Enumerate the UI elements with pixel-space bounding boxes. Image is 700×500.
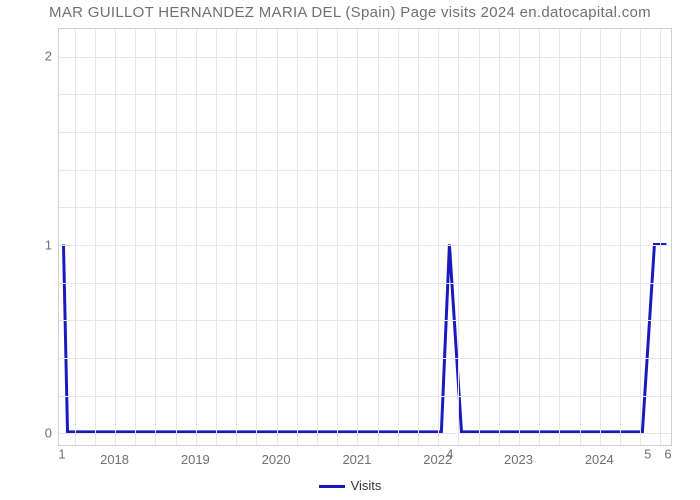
visits-line <box>63 244 666 431</box>
x-tick-label: 2018 <box>100 452 129 467</box>
grid-vertical <box>438 29 439 445</box>
grid-vertical <box>196 29 197 445</box>
grid-vertical <box>277 29 278 445</box>
chart-title: MAR GUILLOT HERNANDEZ MARIA DEL (Spain) … <box>0 4 700 21</box>
grid-vertical <box>620 29 621 445</box>
x-tick-label: 2023 <box>504 452 533 467</box>
y-tick-label: 2 <box>12 49 52 64</box>
grid-vertical <box>135 29 136 445</box>
grid-horizontal <box>59 433 671 434</box>
grid-vertical <box>660 29 661 445</box>
legend-swatch <box>319 485 345 488</box>
grid-vertical <box>297 29 298 445</box>
grid-horizontal <box>59 207 671 208</box>
grid-vertical <box>75 29 76 445</box>
grid-vertical <box>640 29 641 445</box>
grid-horizontal <box>59 132 671 133</box>
grid-vertical <box>317 29 318 445</box>
plot-area <box>58 28 672 446</box>
grid-vertical <box>418 29 419 445</box>
grid-horizontal <box>59 396 671 397</box>
grid-horizontal <box>59 358 671 359</box>
grid-vertical <box>519 29 520 445</box>
grid-vertical <box>176 29 177 445</box>
chart-container: MAR GUILLOT HERNANDEZ MARIA DEL (Spain) … <box>0 0 700 500</box>
overlay-label: 4 <box>446 447 453 462</box>
grid-vertical <box>115 29 116 445</box>
grid-vertical <box>378 29 379 445</box>
grid-horizontal <box>59 94 671 95</box>
grid-horizontal <box>59 283 671 284</box>
grid-vertical <box>580 29 581 445</box>
grid-vertical <box>398 29 399 445</box>
overlay-label: 1 <box>58 447 65 462</box>
grid-vertical <box>95 29 96 445</box>
legend-label: Visits <box>351 478 382 493</box>
grid-vertical <box>236 29 237 445</box>
grid-vertical <box>539 29 540 445</box>
overlay-label: 5 <box>644 447 651 462</box>
grid-horizontal <box>59 57 671 58</box>
x-tick-label: 2019 <box>181 452 210 467</box>
grid-horizontal <box>59 245 671 246</box>
grid-vertical <box>479 29 480 445</box>
x-tick-label: 2020 <box>262 452 291 467</box>
grid-vertical <box>216 29 217 445</box>
grid-vertical <box>155 29 156 445</box>
x-tick-label: 2021 <box>342 452 371 467</box>
x-tick-label: 2024 <box>585 452 614 467</box>
grid-vertical <box>256 29 257 445</box>
grid-vertical <box>559 29 560 445</box>
grid-vertical <box>499 29 500 445</box>
grid-vertical <box>600 29 601 445</box>
y-tick-label: 1 <box>12 237 52 252</box>
y-tick-label: 0 <box>12 425 52 440</box>
grid-vertical <box>357 29 358 445</box>
grid-horizontal <box>59 320 671 321</box>
grid-horizontal <box>59 170 671 171</box>
grid-vertical <box>458 29 459 445</box>
grid-vertical <box>337 29 338 445</box>
overlay-label: 6 <box>664 447 671 462</box>
legend: Visits <box>0 478 700 493</box>
